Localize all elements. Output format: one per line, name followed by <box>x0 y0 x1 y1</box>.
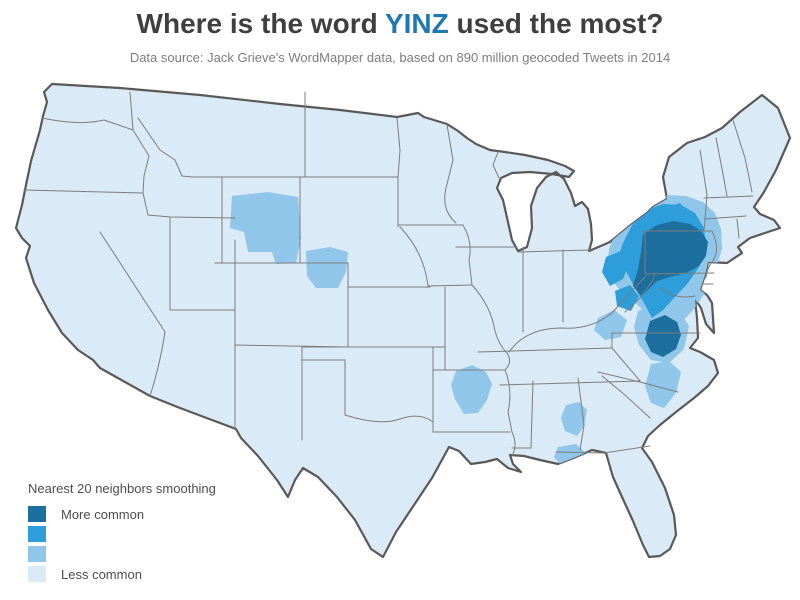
region-virginia-north-carolina-core <box>645 315 681 357</box>
region-south-carolina-coast <box>645 361 681 408</box>
title-prefix: Where is the word <box>136 8 385 39</box>
legend-title: Nearest 20 neighbors smoothing <box>28 481 216 496</box>
intensity-regions <box>230 192 722 465</box>
legend-swatch-somewhat-common <box>28 546 46 562</box>
legend-swatch-common <box>28 526 46 542</box>
regions-more-common <box>633 221 708 357</box>
legend-row-somewhat-common <box>28 546 216 562</box>
state-borders <box>23 91 754 457</box>
data-source-subtitle: Data source: Jack Grieve's WordMapper da… <box>129 50 671 65</box>
legend-row-more-common: More common <box>28 506 216 522</box>
region-western-new-york-2 <box>668 203 686 220</box>
region-wyoming <box>230 192 301 264</box>
us-landmass-base <box>14 82 792 559</box>
region-eastern-ohio <box>602 251 630 286</box>
region-arkansas <box>451 365 492 414</box>
region-western-new-york-1 <box>645 209 665 229</box>
legend-swatch-less-common <box>28 566 46 582</box>
region-nebraska <box>306 247 348 288</box>
legend-label-less-common: Less common <box>61 566 142 582</box>
legend-row-common <box>28 526 216 542</box>
page-title: Where is the word YINZ used the most? <box>0 8 800 40</box>
title-suffix: used the most? <box>448 8 664 39</box>
region-pennsylvania-core <box>633 221 708 296</box>
legend: Nearest 20 neighbors smoothing More comm… <box>28 481 216 586</box>
title-highlight-word: YINZ <box>384 8 449 39</box>
region-alabama-georgia <box>561 402 587 436</box>
legend-label-more-common: More common <box>61 506 145 522</box>
legend-row-less-common: Less common <box>28 566 216 582</box>
legend-swatch-more-common <box>28 506 46 522</box>
